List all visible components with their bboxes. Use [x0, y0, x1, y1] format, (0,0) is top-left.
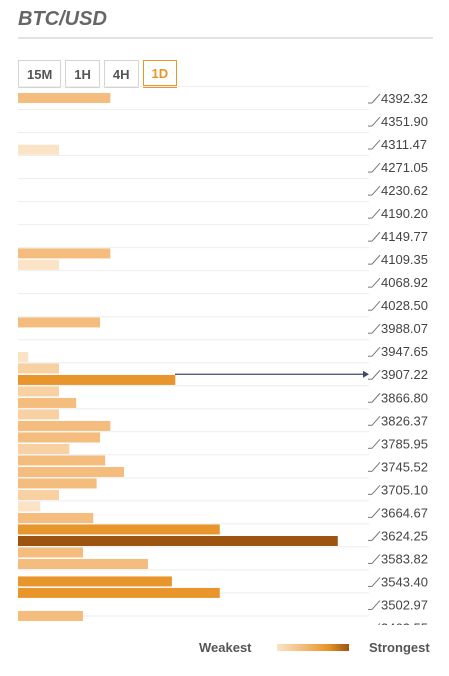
- tick-mark: [371, 162, 381, 173]
- bar: [18, 478, 97, 489]
- bar: [18, 351, 29, 362]
- strength-legend: Weakest Strongest: [0, 636, 449, 660]
- bar: [18, 248, 111, 259]
- tick-mark: [371, 369, 381, 380]
- bar: [18, 420, 111, 431]
- bar: [18, 144, 60, 155]
- tick-mark: [377, 623, 381, 625]
- tick-mark: [371, 600, 381, 610]
- bar: [18, 512, 94, 523]
- bar: [18, 547, 83, 558]
- tick-mark: [371, 392, 381, 403]
- bar: [18, 386, 60, 397]
- bar: [18, 432, 101, 443]
- tick-mark: [371, 508, 381, 518]
- tick-mark: [371, 415, 381, 426]
- bar: [18, 535, 338, 546]
- current-price-arrow: [363, 370, 369, 378]
- tick-label: 3866.80: [381, 390, 428, 405]
- bar: [18, 443, 70, 454]
- tab-1h[interactable]: 1H: [65, 60, 100, 88]
- title-divider: [18, 37, 433, 39]
- bar: [18, 524, 220, 535]
- bar: [18, 489, 60, 500]
- bar: [18, 587, 220, 598]
- tick-label: 4230.62: [381, 183, 428, 198]
- tick-label: 4351.90: [381, 114, 428, 129]
- tick-mark: [371, 277, 381, 288]
- bar: [18, 93, 111, 103]
- tab-4h[interactable]: 4H: [103, 60, 139, 88]
- tick-label: 4109.35: [381, 252, 428, 267]
- tick-label: 4392.32: [381, 91, 428, 106]
- tick-label: 4271.05: [381, 160, 428, 175]
- tick-label: 3826.37: [381, 413, 428, 428]
- bar: [18, 317, 101, 328]
- tick-mark: [371, 185, 381, 196]
- tick-mark: [371, 116, 381, 127]
- tab-1d[interactable]: 1D: [142, 60, 178, 88]
- tick-label: 3705.10: [381, 482, 428, 497]
- tick-label: 3462.55: [381, 620, 428, 625]
- bar: [18, 259, 60, 270]
- timeframe-tabs: 15M 1H 4H 1D: [18, 60, 178, 88]
- bar: [18, 610, 83, 621]
- tick-label: 4068.92: [381, 275, 428, 290]
- chart-title: BTC/USD: [18, 8, 107, 30]
- legend-strongest-label: Strongest: [369, 640, 430, 655]
- bar: [18, 374, 176, 385]
- tick-mark: [371, 554, 381, 564]
- bar: [18, 363, 60, 374]
- tick-mark: [371, 577, 381, 587]
- tick-mark: [371, 485, 381, 495]
- tick-label: 4028.50: [381, 298, 428, 313]
- tick-mark: [371, 438, 381, 449]
- tick-label: 3988.07: [381, 321, 428, 336]
- tick-label: 3583.82: [381, 551, 428, 566]
- tick-label: 3664.67: [381, 505, 428, 520]
- tick-label: 3624.25: [381, 528, 428, 543]
- tick-label: 3947.65: [381, 344, 428, 359]
- tick-mark: [371, 346, 381, 357]
- bar: [18, 501, 41, 512]
- tick-label: 3785.95: [381, 436, 428, 451]
- bar: [18, 455, 106, 466]
- tick-mark: [371, 139, 381, 150]
- confluence-chart: 4392.32 4351.90 4311.47 4271.05 4230.62 4190.…: [18, 85, 428, 625]
- bar: [18, 558, 148, 569]
- bar: [18, 576, 172, 587]
- tick-label: 3502.97: [381, 597, 428, 612]
- tick-mark: [371, 300, 381, 311]
- bar: [18, 466, 125, 477]
- tick-mark: [371, 323, 381, 334]
- tick-label: 4149.77: [381, 229, 428, 244]
- tick-mark: [371, 231, 381, 242]
- tick-mark: [371, 208, 381, 219]
- tick-mark: [371, 461, 381, 472]
- bar: [18, 397, 77, 408]
- tick-label: 4311.47: [381, 137, 427, 152]
- tick-label: 4190.20: [381, 206, 428, 221]
- tab-15m[interactable]: 15M: [18, 60, 62, 88]
- legend-gradient: [277, 644, 349, 651]
- tick-mark: [371, 531, 381, 541]
- tick-label: 3745.52: [381, 459, 428, 474]
- tick-mark: [371, 254, 381, 265]
- tick-mark: [371, 93, 381, 104]
- tick-label: 3543.40: [381, 574, 428, 589]
- tick-label: 3907.22: [381, 367, 428, 382]
- legend-weakest-label: Weakest: [199, 640, 252, 655]
- bar: [18, 409, 60, 420]
